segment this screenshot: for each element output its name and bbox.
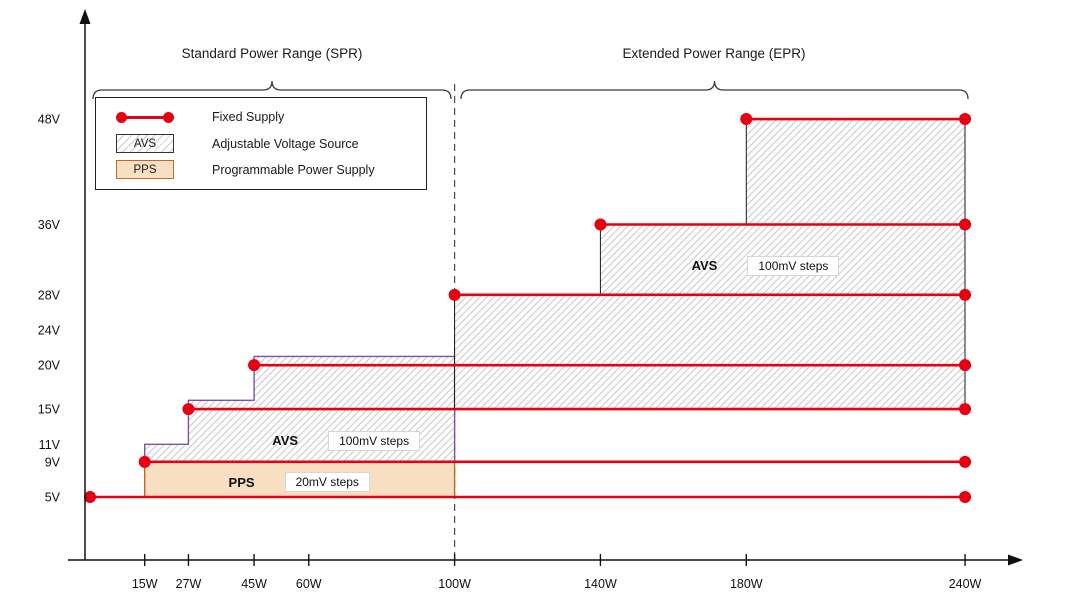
legend-row-fixed-supply: Fixed Supply — [116, 106, 426, 128]
fixed-supply-dot-icon — [163, 111, 174, 123]
epr-range-title: Extended Power Range (EPR) — [622, 46, 806, 61]
spr-range-title: Standard Power Range (SPR) — [181, 46, 363, 61]
fixed-supply-15v — [182, 403, 972, 416]
fixed-supply-dot-icon — [116, 111, 127, 123]
fixed-supply-5v — [84, 491, 972, 503]
y-tick-label: 28V — [38, 288, 61, 302]
fixed-supply-dot-icon — [248, 359, 261, 372]
avs-swatch: AVS — [116, 134, 174, 153]
y-tick-label: 20V — [38, 359, 61, 373]
x-tick-label: 100W — [438, 577, 471, 591]
y-tick-label: 36V — [38, 218, 61, 232]
fixed-supply-dot-icon — [959, 113, 972, 126]
pps-swatch: PPS — [116, 160, 174, 180]
x-tick-label: 27W — [176, 577, 202, 591]
fixed-supply-dot-icon — [182, 403, 195, 416]
avs-spr-region-label: AVS 100mV steps — [272, 430, 421, 451]
fixed-supply-dot-icon — [84, 491, 96, 503]
fixed-supply-swatch — [116, 111, 174, 123]
fixed-supply-line-icon — [119, 115, 171, 119]
avs-epr-region-label: AVS 100mV steps — [692, 255, 840, 276]
pps-region-label: PPS 20mV steps — [229, 472, 370, 493]
y-tick-label: 9V — [45, 455, 61, 469]
x-tick-label: 15W — [132, 577, 158, 591]
fixed-supply-dot-icon — [959, 491, 972, 503]
fixed-supply-dot-icon — [959, 218, 972, 231]
legend-label-fixed-supply: Fixed Supply — [212, 110, 285, 125]
legend: Fixed Supply AVS Adjustable Voltage Sour… — [95, 97, 427, 190]
x-tick-label: 240W — [949, 577, 982, 591]
y-tick-label: 11V — [39, 438, 61, 452]
fixed-supply-dot-icon — [959, 288, 972, 301]
fixed-supply-dot-icon — [959, 455, 972, 468]
legend-row-avs: AVS Adjustable Voltage Source — [116, 133, 426, 155]
fixed-supply-20v — [248, 359, 972, 372]
x-tick-label: 140W — [584, 577, 617, 591]
x-tick-label: 60W — [296, 577, 322, 591]
y-tick-label: 48V — [38, 113, 61, 127]
legend-row-pps: PPS Programmable Power Supply — [116, 159, 426, 181]
y-tick-label: 5V — [45, 491, 61, 505]
fixed-supply-dot-icon — [138, 455, 151, 468]
fixed-supply-dot-icon — [959, 359, 972, 372]
y-axis-arrow-icon — [79, 9, 91, 24]
fixed-supply-48v — [740, 113, 972, 126]
fixed-supply-dot-icon — [594, 218, 607, 231]
legend-label-avs: Adjustable Voltage Source — [212, 136, 359, 151]
fixed-supply-28v — [448, 288, 972, 301]
fixed-supply-9v — [138, 455, 972, 468]
y-tick-label: 24V — [38, 323, 61, 337]
x-axis-arrow-icon — [1008, 554, 1023, 566]
legend-label-pps: Programmable Power Supply — [212, 162, 375, 177]
fixed-supply-dot-icon — [448, 288, 461, 301]
x-tick-label: 180W — [730, 577, 763, 591]
spr-brace-icon — [92, 80, 452, 100]
epr-brace-icon — [460, 80, 969, 100]
y-tick-label: 15V — [38, 403, 61, 417]
fixed-supply-dot-icon — [959, 403, 972, 416]
fixed-supply-36v — [594, 218, 972, 231]
fixed-supply-dot-icon — [740, 113, 753, 126]
x-tick-label: 45W — [241, 577, 267, 591]
